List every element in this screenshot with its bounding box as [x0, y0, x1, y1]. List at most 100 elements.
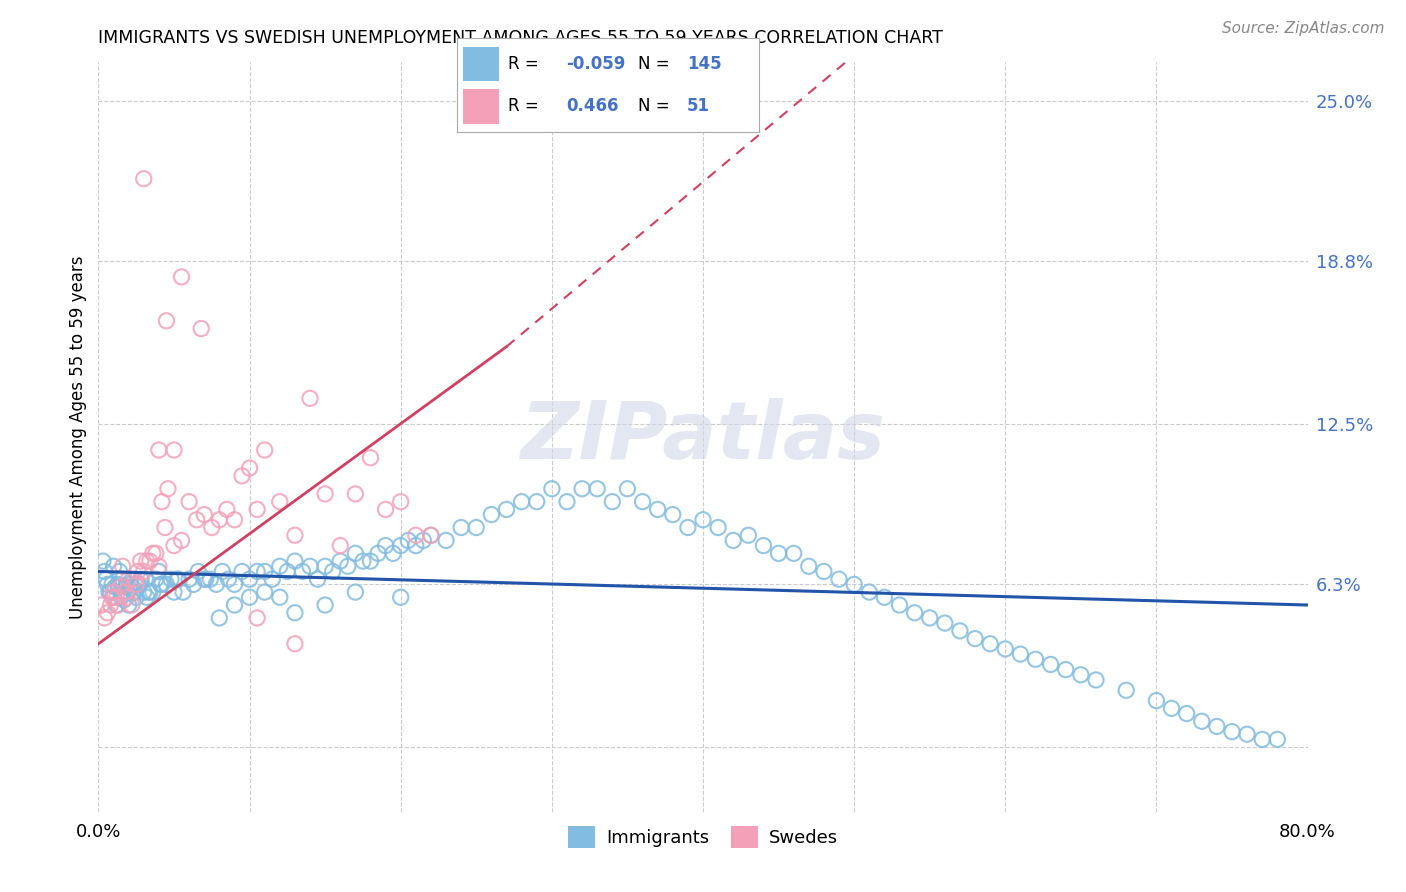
Point — [647, 502, 669, 516]
Point — [239, 591, 262, 605]
Legend: Immigrants, Swedes: Immigrants, Swedes — [561, 819, 845, 855]
Point — [148, 565, 170, 579]
Point — [127, 577, 149, 591]
Point — [284, 606, 307, 620]
Point — [994, 642, 1017, 657]
Point — [344, 487, 367, 501]
Point — [1160, 701, 1182, 715]
Point — [481, 508, 503, 522]
Point — [112, 592, 135, 607]
Point — [163, 442, 186, 457]
Point — [1024, 652, 1046, 666]
Point — [105, 598, 128, 612]
Point — [224, 577, 246, 591]
Point — [329, 539, 352, 553]
Text: -0.059: -0.059 — [565, 55, 626, 73]
Text: Source: ZipAtlas.com: Source: ZipAtlas.com — [1222, 21, 1385, 36]
Point — [118, 598, 141, 612]
Point — [389, 494, 412, 508]
Point — [344, 546, 367, 560]
Point — [183, 577, 205, 591]
Point — [121, 598, 143, 612]
Point — [284, 554, 307, 568]
Point — [495, 502, 517, 516]
Point — [918, 611, 941, 625]
FancyBboxPatch shape — [463, 46, 499, 81]
Point — [217, 572, 239, 586]
Point — [145, 572, 167, 586]
Point — [1175, 706, 1198, 721]
Point — [108, 565, 131, 579]
Point — [344, 585, 367, 599]
Point — [797, 559, 820, 574]
Point — [193, 508, 215, 522]
Point — [115, 585, 138, 599]
Point — [110, 591, 132, 605]
Point — [314, 598, 336, 612]
Point — [114, 580, 136, 594]
Point — [412, 533, 434, 548]
Point — [124, 572, 146, 586]
Text: N =: N = — [638, 97, 681, 115]
Point — [246, 565, 269, 579]
Point — [360, 554, 382, 568]
Point — [336, 559, 359, 574]
Point — [405, 539, 427, 553]
Point — [352, 554, 374, 568]
Point — [129, 554, 152, 568]
Point — [205, 577, 228, 591]
Point — [367, 546, 389, 560]
Point — [314, 559, 336, 574]
Point — [111, 572, 134, 586]
Point — [873, 591, 896, 605]
Y-axis label: Unemployment Among Ages 55 to 59 years: Unemployment Among Ages 55 to 59 years — [69, 255, 87, 619]
Point — [125, 591, 148, 605]
Point — [100, 585, 122, 599]
Point — [107, 598, 129, 612]
Text: R =: R = — [509, 55, 544, 73]
Point — [510, 494, 533, 508]
Point — [201, 520, 224, 534]
Point — [208, 611, 231, 625]
Point — [179, 572, 201, 586]
Point — [110, 580, 132, 594]
Point — [299, 559, 322, 574]
Point — [253, 442, 276, 457]
Point — [360, 450, 382, 465]
Point — [139, 554, 162, 568]
Point — [121, 580, 143, 594]
Point — [262, 572, 284, 586]
Point — [170, 533, 193, 548]
Point — [723, 533, 745, 548]
Point — [104, 580, 127, 594]
Point — [389, 591, 412, 605]
Text: N =: N = — [638, 55, 675, 73]
Point — [107, 577, 129, 591]
Point — [231, 565, 253, 579]
Point — [526, 494, 548, 508]
FancyBboxPatch shape — [463, 89, 499, 124]
Point — [148, 442, 170, 457]
Point — [540, 482, 562, 496]
Point — [135, 554, 157, 568]
Text: ZIPatlas: ZIPatlas — [520, 398, 886, 476]
Point — [246, 502, 269, 516]
Point — [420, 528, 443, 542]
Point — [187, 565, 209, 579]
Point — [450, 520, 472, 534]
Point — [136, 585, 159, 599]
Point — [120, 577, 142, 591]
Point — [631, 494, 654, 508]
Point — [93, 565, 115, 579]
Text: 145: 145 — [686, 55, 721, 73]
Point — [100, 598, 122, 612]
Point — [420, 528, 443, 542]
Point — [91, 554, 114, 568]
Point — [253, 565, 276, 579]
Point — [166, 572, 188, 586]
Point — [114, 585, 136, 599]
Point — [291, 565, 314, 579]
Text: IMMIGRANTS VS SWEDISH UNEMPLOYMENT AMONG AGES 55 TO 59 YEARS CORRELATION CHART: IMMIGRANTS VS SWEDISH UNEMPLOYMENT AMONG… — [98, 29, 943, 47]
Point — [768, 546, 790, 560]
Point — [150, 577, 173, 591]
